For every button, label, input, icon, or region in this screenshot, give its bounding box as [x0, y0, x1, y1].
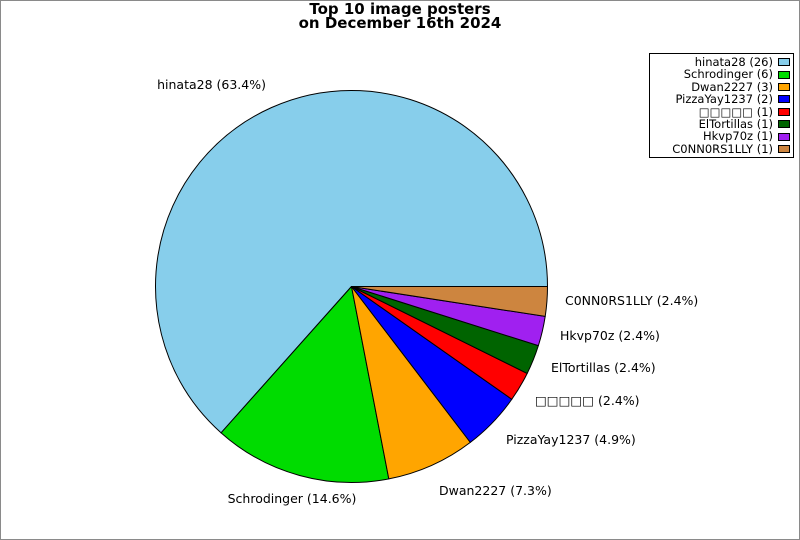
- legend-item: □□□□□ (1): [652, 104, 790, 119]
- chart-title: Top 10 image posters on December 16th 20…: [1, 0, 799, 32]
- legend-item-label: Schrodinger (6): [683, 67, 773, 82]
- legend-item-label: ElTortillas (1): [698, 116, 773, 131]
- legend-item-label: C0NN0RS1LLY (1): [672, 141, 773, 156]
- slice-callout-c0nn0rs1lly: C0NN0RS1LLY (2.4%): [565, 293, 698, 308]
- slice-callout-dwan2227: Dwan2227 (7.3%): [439, 483, 552, 498]
- chart-title-line1: Top 10 image posters: [309, 0, 491, 18]
- slice-callout-schrodinger: Schrodinger (14.6%): [228, 491, 357, 506]
- pie-slice-c0nn0rs1lly: [351, 286, 548, 317]
- legend-item: ElTortillas (1): [652, 118, 790, 130]
- legend-swatch: [778, 82, 790, 91]
- legend-item: PizzaYay1237 (2): [652, 92, 790, 107]
- pie-slice-schrodinger: [220, 286, 390, 483]
- pie-slice-hinata28: [155, 90, 548, 434]
- legend-swatch: [778, 58, 790, 67]
- legend-item-label: Dwan2227 (3): [691, 79, 773, 94]
- legend-item: Dwan2227 (3): [652, 79, 790, 94]
- legend-item-label: □□□□□ (1): [698, 104, 773, 119]
- legend-item: Schrodinger (6): [652, 67, 790, 82]
- legend-swatch: [778, 107, 790, 116]
- legend-item: C0NN0RS1LLY (1): [652, 141, 790, 156]
- legend-item-label: Hkvp70z (1): [702, 129, 773, 144]
- chart-title-line2: on December 16th 2024: [298, 13, 502, 32]
- slice-callout-slice-4: □□□□□ (2.4%): [535, 393, 640, 408]
- legend-swatch: [778, 120, 790, 129]
- slice-callout-eltortillas: ElTortillas (2.4%): [551, 360, 656, 375]
- slice-callout-pizzayay1237: PizzaYay1237 (4.9%): [506, 432, 636, 447]
- legend-swatch: [778, 70, 790, 79]
- slice-callout-hkvp70z: Hkvp70z (2.4%): [560, 328, 660, 343]
- slice-callout-hinata28: hinata28 (63.4%): [157, 77, 266, 92]
- legend-item: Hkvp70z (1): [652, 129, 790, 144]
- legend-swatch: [778, 95, 790, 104]
- legend-item: hinata28 (26): [652, 56, 790, 68]
- legend-item-label: hinata28 (26): [694, 55, 773, 69]
- legend-item-label: PizzaYay1237 (2): [675, 92, 773, 107]
- legend: hinata28 (26) Schrodinger (6) Dwan2227 (3)…: [649, 53, 794, 159]
- legend-swatch: [778, 144, 790, 153]
- legend-swatch: [778, 132, 790, 141]
